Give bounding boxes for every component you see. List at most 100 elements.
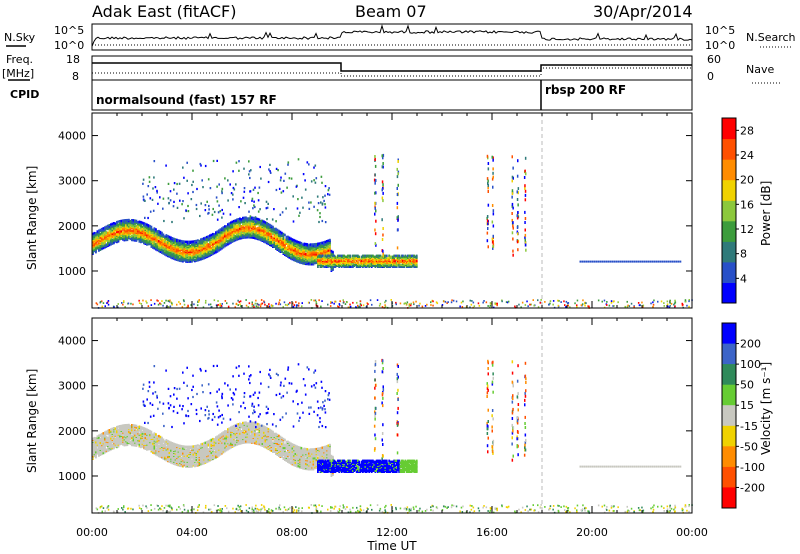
power-cell xyxy=(215,241,217,244)
power-cell xyxy=(432,300,434,303)
power-cell xyxy=(158,239,160,243)
power-cell xyxy=(287,239,289,242)
power-cell xyxy=(221,192,223,195)
power-cell xyxy=(206,240,208,244)
power-cell xyxy=(229,213,232,216)
power-cell xyxy=(491,155,493,159)
colorbar-tick-label: 20 xyxy=(740,174,754,187)
power-cell xyxy=(167,306,170,308)
power-cell xyxy=(397,160,399,163)
power-cell xyxy=(544,301,546,303)
power-cell xyxy=(408,303,411,306)
power-cell xyxy=(210,238,213,241)
power-cell xyxy=(198,245,201,249)
power-cell xyxy=(233,223,235,227)
power-cell xyxy=(162,238,165,241)
power-cell xyxy=(374,260,377,263)
power-cell xyxy=(486,177,489,181)
power-cell xyxy=(269,223,271,227)
power-cell xyxy=(200,251,202,254)
power-cell xyxy=(446,302,448,304)
power-cell xyxy=(619,260,622,263)
power-cell xyxy=(267,202,269,205)
power-cell xyxy=(317,251,319,254)
power-cell xyxy=(268,168,270,171)
power-cell xyxy=(123,301,125,304)
power-cell xyxy=(189,240,192,243)
power-cell xyxy=(382,162,384,165)
power-cell xyxy=(264,235,267,238)
power-cell xyxy=(393,256,396,259)
power-cell xyxy=(343,254,346,257)
power-cell xyxy=(524,240,527,244)
power-cell xyxy=(314,259,316,262)
power-cell xyxy=(150,238,153,241)
power-cell xyxy=(221,216,223,219)
power-cell xyxy=(213,239,216,242)
power-cell xyxy=(295,301,297,303)
power-cell xyxy=(611,260,614,263)
power-cell xyxy=(657,260,660,263)
power-cell xyxy=(150,225,153,229)
power-cell xyxy=(235,183,237,186)
power-cell xyxy=(260,303,262,306)
power-cell xyxy=(297,158,300,161)
power-cell xyxy=(359,300,362,303)
power-cell xyxy=(338,254,341,257)
power-cell xyxy=(435,301,438,304)
power-cell xyxy=(215,196,218,199)
power-cell xyxy=(342,301,345,304)
power-cell xyxy=(303,257,306,260)
power-cell xyxy=(149,210,152,213)
power-cell xyxy=(327,251,330,254)
power-cell xyxy=(152,246,154,249)
power-cell xyxy=(198,253,201,257)
power-cell xyxy=(299,211,301,214)
power-cell xyxy=(240,225,243,228)
power-cell xyxy=(173,237,175,241)
velocity-cell xyxy=(102,432,105,435)
power-cell xyxy=(215,250,217,253)
power-cell xyxy=(388,256,391,259)
power-cell xyxy=(251,303,253,306)
power-cell xyxy=(245,235,247,238)
power-cell xyxy=(324,256,327,259)
power-cell xyxy=(319,212,321,215)
power-cell xyxy=(323,249,325,252)
power-cell xyxy=(288,236,291,239)
power-cell xyxy=(125,221,127,225)
velocity-cell xyxy=(111,429,114,432)
power-cell xyxy=(142,195,145,198)
power-cell xyxy=(202,306,205,309)
power-cell xyxy=(487,162,490,165)
power-cell xyxy=(282,190,285,193)
power-cell xyxy=(152,237,154,240)
power-cell xyxy=(280,191,283,194)
power-cell xyxy=(296,255,298,258)
power-cell xyxy=(271,218,274,221)
power-cell xyxy=(288,242,291,245)
power-cell xyxy=(321,241,324,244)
power-cell xyxy=(119,220,121,223)
power-cell xyxy=(300,244,303,248)
velocity-cell xyxy=(102,445,105,448)
power-cell xyxy=(159,250,162,254)
power-cell xyxy=(292,195,294,198)
power-cell xyxy=(224,300,227,302)
power-cell xyxy=(198,299,200,301)
power-cell xyxy=(219,304,221,307)
power-cell xyxy=(280,176,282,179)
power-cell xyxy=(324,265,327,268)
power-cell xyxy=(169,305,172,308)
velocity-cell xyxy=(95,439,97,442)
power-cell xyxy=(574,302,576,305)
power-cell xyxy=(185,254,187,257)
power-cell xyxy=(627,260,630,263)
power-cell xyxy=(185,209,187,212)
power-cell xyxy=(396,206,399,210)
power-cell xyxy=(253,200,255,203)
power-cell xyxy=(487,186,489,190)
power-cell xyxy=(116,232,118,236)
power-cell xyxy=(105,225,108,228)
power-cell xyxy=(349,265,352,268)
